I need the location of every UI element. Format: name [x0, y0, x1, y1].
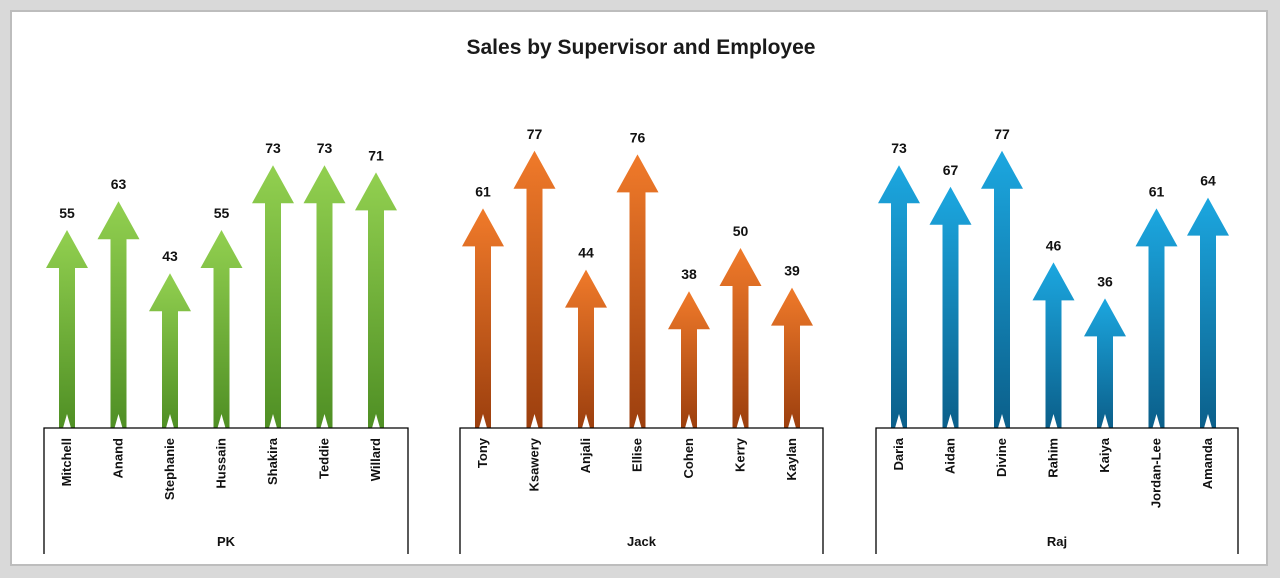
arrow-bar — [1084, 298, 1126, 428]
group-bracket — [43, 427, 409, 554]
data-label: 64 — [1200, 173, 1216, 189]
category-label: Tony — [475, 437, 490, 468]
data-label: 36 — [1097, 273, 1113, 289]
data-label: 38 — [681, 266, 697, 282]
arrow-bar — [771, 287, 813, 428]
chart-title: Sales by Supervisor and Employee — [467, 36, 816, 59]
data-label: 43 — [162, 248, 178, 264]
category-label: Ellise — [630, 438, 645, 472]
category-label: Anjali — [578, 438, 593, 473]
group-bracket — [459, 427, 824, 554]
chart-frame: Sales by Supervisor and Employee 55 63 43 5… — [10, 10, 1268, 566]
data-label: 44 — [578, 245, 594, 261]
data-label: 55 — [59, 205, 75, 221]
arrow-bar — [149, 273, 191, 428]
data-label: 73 — [317, 140, 333, 156]
arrow-bar — [616, 154, 659, 428]
arrow-bar — [200, 230, 243, 428]
group-label: Jack — [627, 534, 657, 549]
group-bracket — [875, 427, 1239, 554]
arrow-bar — [878, 165, 920, 428]
chart-marks: 55 63 43 55 73 73 71 61 77 44 76 38 50 39 73 67 77 46 36 61… — [46, 126, 1229, 429]
data-label: 63 — [111, 176, 127, 192]
arrow-bar — [1187, 197, 1229, 428]
arrow-bar — [565, 269, 607, 428]
data-label: 61 — [475, 183, 491, 199]
category-label: Hussain — [214, 438, 229, 489]
category-label: Kaylan — [784, 438, 799, 481]
arrow-bar — [355, 172, 397, 428]
arrow-bar — [303, 165, 346, 428]
arrow-bar — [462, 208, 504, 428]
category-label: Daria — [891, 437, 906, 470]
arrow-bar — [46, 230, 88, 428]
group-label: Raj — [1047, 534, 1067, 549]
arrow-bar — [97, 201, 140, 428]
data-label: 55 — [214, 205, 230, 221]
category-axis: Mitchell Anand Stephanie Hussain Shakira Tedd… — [43, 427, 1239, 554]
arrow-bar — [719, 248, 762, 428]
data-label: 46 — [1046, 237, 1062, 253]
data-label: 39 — [784, 263, 800, 279]
category-label: Mitchell — [59, 438, 74, 486]
category-label: Shakira — [265, 437, 280, 485]
category-label: Ksawery — [527, 437, 542, 491]
data-label: 73 — [265, 140, 281, 156]
category-label: Jordan-Lee — [1149, 438, 1164, 508]
arrow-bar — [929, 186, 972, 428]
category-label: Teddie — [317, 438, 332, 479]
data-label: 61 — [1149, 183, 1165, 199]
category-label: Rahim — [1046, 438, 1061, 478]
arrow-bar — [252, 165, 294, 428]
data-label: 50 — [733, 223, 749, 239]
category-label: Amanda — [1200, 437, 1215, 489]
category-label: Stephanie — [162, 438, 177, 500]
data-label: 71 — [368, 147, 384, 163]
group-label: PK — [217, 534, 236, 549]
data-label: 76 — [630, 129, 646, 145]
data-label: 77 — [994, 126, 1010, 142]
chart-svg: Sales by Supervisor and Employee 5563435… — [43, 36, 1239, 554]
data-label: 77 — [527, 126, 543, 142]
category-label: Cohen — [681, 438, 696, 479]
category-label: Kerry — [733, 437, 748, 472]
category-label: Divine — [994, 438, 1009, 477]
data-label: 67 — [943, 162, 959, 178]
arrow-bar — [981, 150, 1023, 429]
category-label: Anand — [111, 438, 126, 479]
category-label: Kaiya — [1097, 437, 1112, 472]
arrow-bar — [668, 291, 710, 428]
arrow-bar — [1135, 208, 1178, 428]
data-label: 73 — [891, 140, 907, 156]
arrow-bar — [513, 150, 556, 429]
arrow-bar — [1032, 262, 1075, 428]
category-label: Willard — [368, 438, 383, 481]
category-label: Aidan — [943, 438, 958, 474]
